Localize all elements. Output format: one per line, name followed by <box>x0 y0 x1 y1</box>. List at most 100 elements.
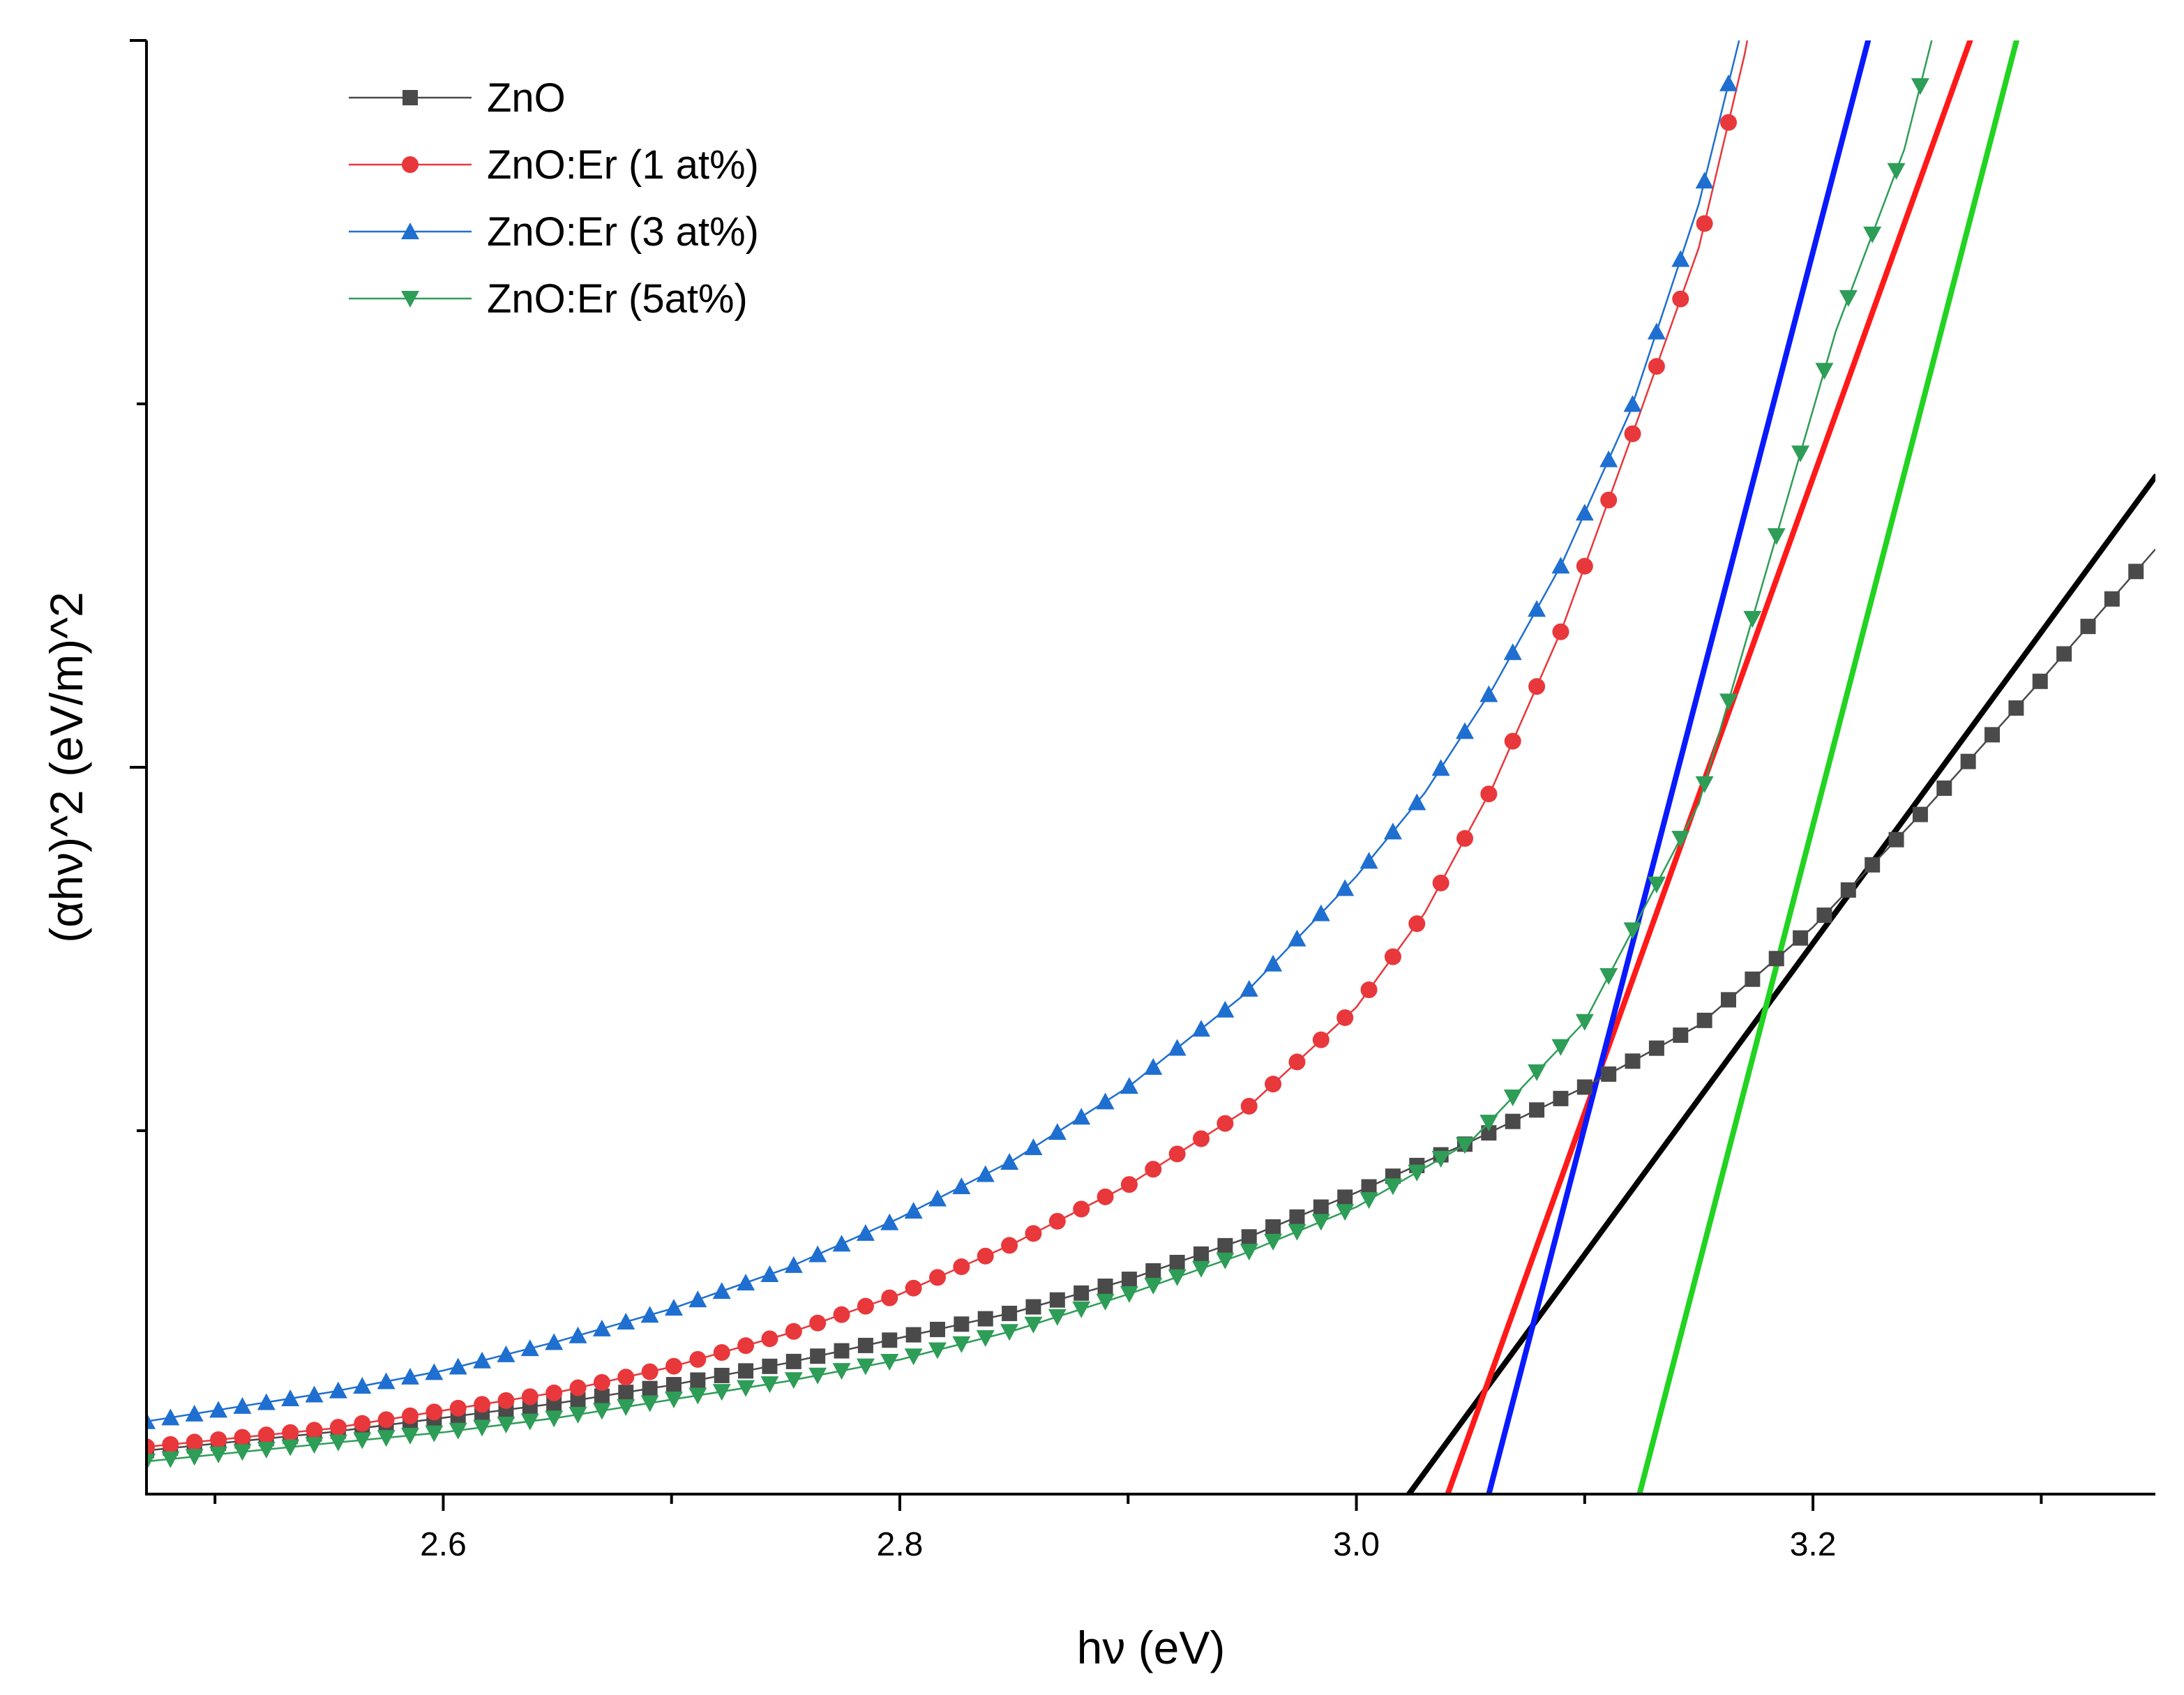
series-group <box>146 40 2155 1471</box>
data-point <box>1432 874 1449 891</box>
data-point <box>1528 678 1546 695</box>
data-point <box>1887 163 1906 180</box>
data-point <box>545 1333 564 1350</box>
data-point <box>856 1358 875 1376</box>
data-point <box>1145 1161 1162 1178</box>
legend-marker <box>402 156 419 173</box>
data-point <box>1240 1244 1258 1261</box>
data-point <box>1096 1293 1115 1311</box>
data-point <box>930 1321 945 1337</box>
data-point <box>857 1337 873 1353</box>
data-point <box>1503 643 1522 661</box>
legend: ZnO ZnO:Er (1 at%) ZnO:Er (3 at%) ZnO:Er (5… <box>349 75 759 322</box>
data-point <box>353 1377 372 1394</box>
legend-marker <box>401 291 419 308</box>
data-point <box>1912 806 1928 822</box>
data-point <box>425 1363 444 1380</box>
data-point <box>1121 1272 1137 1288</box>
data-point <box>1745 971 1761 987</box>
data-point <box>761 1330 778 1348</box>
data-point <box>977 1311 993 1327</box>
data-point <box>760 1265 779 1283</box>
data-point <box>1384 948 1401 965</box>
data-point <box>713 1344 730 1362</box>
data-point <box>1888 831 1904 848</box>
data-point <box>1768 951 1784 967</box>
data-point <box>1479 685 1498 702</box>
data-point <box>1097 1188 1114 1205</box>
data-point <box>1288 1053 1306 1071</box>
data-point <box>569 1379 587 1396</box>
data-point <box>545 1384 563 1401</box>
data-point <box>737 1380 755 1397</box>
data-point <box>592 1403 611 1420</box>
data-point <box>617 1399 635 1416</box>
data-point <box>1695 776 1714 793</box>
data-point <box>2080 619 2096 635</box>
data-point <box>1312 1031 1330 1048</box>
fit-line-1 <box>1406 474 2155 1494</box>
data-point <box>1839 290 1858 308</box>
data-point <box>642 1380 658 1396</box>
data-point <box>1647 876 1666 894</box>
data-point <box>1767 528 1786 545</box>
data-point <box>1576 557 1593 575</box>
data-point <box>1289 1209 1305 1225</box>
data-point <box>1097 1278 1113 1294</box>
data-point <box>1696 1012 1712 1028</box>
data-point <box>449 1357 467 1375</box>
data-point <box>1265 1076 1282 1093</box>
data-point <box>594 1388 610 1404</box>
data-point <box>785 1323 802 1340</box>
data-point <box>305 1385 324 1403</box>
data-point <box>568 1326 587 1343</box>
data-point <box>1816 907 1832 924</box>
data-point <box>1217 1115 1234 1132</box>
data-point <box>1193 1130 1210 1147</box>
data-point <box>306 1422 323 1439</box>
data-point <box>1865 857 1881 873</box>
data-point <box>2008 700 2024 716</box>
series-zno <box>146 548 2155 1459</box>
data-point <box>712 1282 731 1300</box>
data-point <box>1025 1225 1042 1242</box>
data-point <box>737 1274 755 1291</box>
data-point <box>1624 425 1641 442</box>
data-point <box>568 1406 587 1424</box>
data-point <box>1072 1301 1091 1318</box>
data-point <box>856 1223 875 1241</box>
series-line-zno <box>146 548 2155 1452</box>
data-point <box>1528 600 1546 617</box>
data-point <box>377 1372 396 1389</box>
data-point <box>161 1451 180 1468</box>
data-point <box>146 1438 155 1456</box>
data-point <box>1073 1200 1090 1218</box>
data-point <box>1120 1176 1138 1193</box>
data-point <box>809 1314 827 1332</box>
data-point <box>953 1258 970 1276</box>
data-point <box>354 1415 371 1432</box>
data-point <box>1264 954 1283 972</box>
data-point <box>1072 1108 1091 1125</box>
data-point <box>1576 1079 1592 1095</box>
data-point <box>1719 74 1738 91</box>
data-point <box>209 1401 228 1418</box>
data-point <box>808 1245 827 1263</box>
data-point <box>832 1363 851 1380</box>
data-point <box>1936 780 1952 796</box>
data-point <box>210 1431 227 1449</box>
data-point <box>928 1189 947 1207</box>
data-point <box>1025 1299 1041 1315</box>
data-point <box>688 1387 707 1405</box>
data-point <box>617 1313 635 1330</box>
data-point <box>1048 1309 1067 1326</box>
data-point <box>1002 1305 1018 1321</box>
data-point <box>833 1306 850 1323</box>
data-point <box>1431 1151 1450 1168</box>
fit-line-4 <box>1636 40 2020 1494</box>
data-point <box>1648 1040 1664 1056</box>
data-point <box>1288 929 1306 947</box>
fit-line-3 <box>1486 40 1872 1494</box>
data-point <box>1551 557 1570 574</box>
legend-marker <box>402 90 418 105</box>
